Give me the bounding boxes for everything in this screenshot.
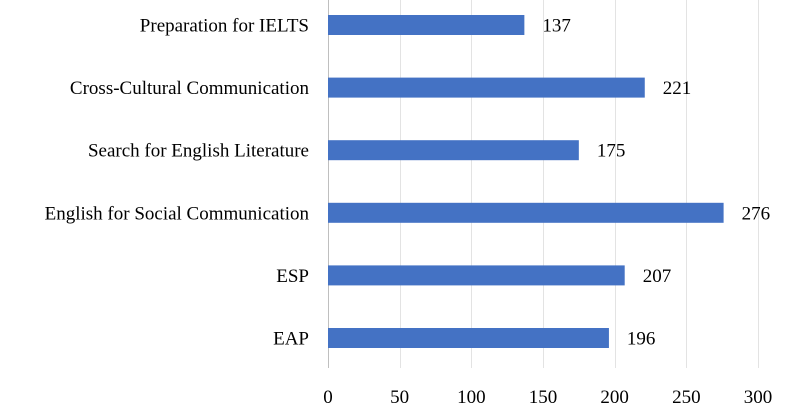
bar xyxy=(328,328,609,348)
category-label: EAP xyxy=(273,329,309,350)
category-label: English for Social Communication xyxy=(45,203,310,224)
x-tick-label: 250 xyxy=(672,387,701,408)
category-label: ESP xyxy=(276,266,309,287)
category-label: Preparation for IELTS xyxy=(140,16,309,37)
data-label: 276 xyxy=(742,203,771,224)
x-tick-label: 50 xyxy=(390,387,409,408)
grid-lines xyxy=(328,0,759,368)
bar xyxy=(328,265,625,286)
data-label: 137 xyxy=(542,16,571,37)
x-axis-ticks: 0 50 100 150 200 250 300 xyxy=(323,387,772,408)
bar xyxy=(328,77,645,98)
bar xyxy=(328,15,525,35)
bars xyxy=(328,15,724,348)
x-tick-label: 100 xyxy=(457,387,486,408)
x-tick-label: 150 xyxy=(529,387,558,408)
category-labels: Preparation for IELTS Cross-Cultural Comm… xyxy=(45,16,310,350)
x-tick-label: 0 xyxy=(323,387,333,408)
data-label: 221 xyxy=(663,78,692,99)
data-label: 207 xyxy=(643,266,672,287)
data-labels: 137 221 175 276 207 196 xyxy=(542,16,770,350)
category-label: Cross-Cultural Communication xyxy=(70,78,310,99)
bar xyxy=(328,140,579,161)
data-label: 175 xyxy=(597,141,626,162)
bar xyxy=(328,202,724,223)
category-label: Search for English Literature xyxy=(88,141,309,162)
data-label: 196 xyxy=(627,329,656,350)
x-tick-label: 200 xyxy=(600,387,629,408)
x-tick-label: 300 xyxy=(744,387,773,408)
